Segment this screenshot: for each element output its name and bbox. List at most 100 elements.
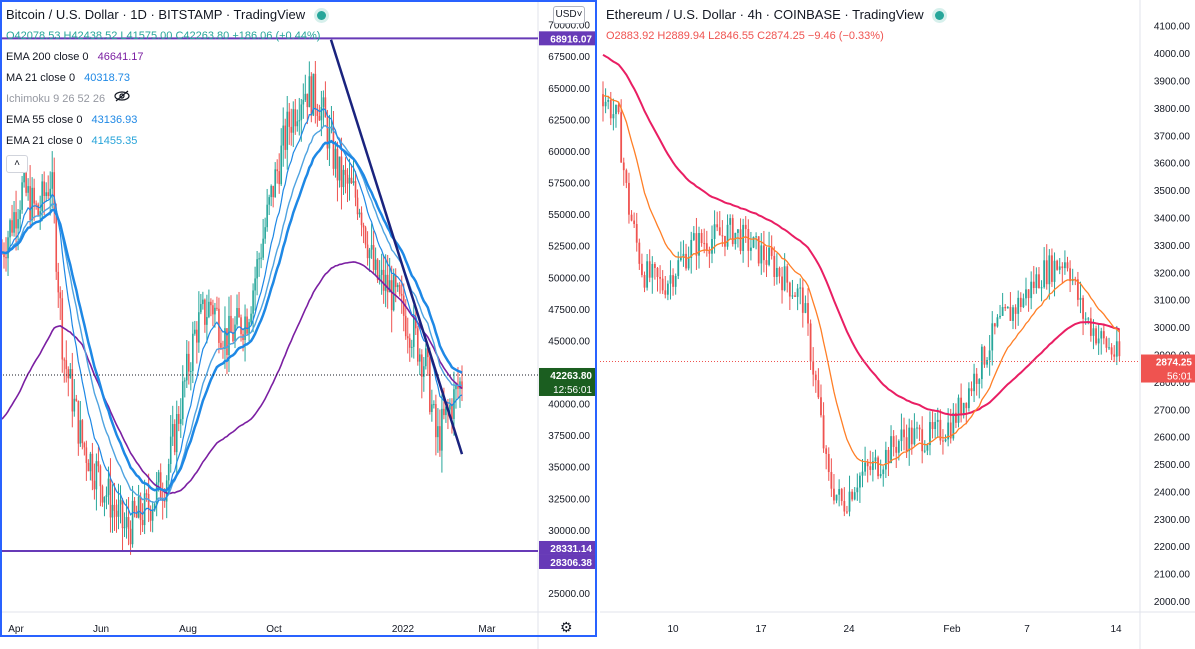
indicator-ema55[interactable]: EMA 55 close 0 43136.93 — [6, 111, 326, 132]
candle — [109, 458, 112, 533]
candle-body — [93, 480, 96, 490]
candle-body — [226, 328, 228, 356]
candle — [809, 319, 812, 370]
candle — [846, 505, 848, 514]
candle — [298, 97, 301, 136]
candle-body — [835, 494, 838, 501]
candle — [1105, 336, 1108, 353]
y-tick-label: 35000.00 — [548, 463, 590, 474]
candle-body — [435, 404, 437, 438]
candle-body — [67, 369, 70, 379]
candle-body — [169, 436, 172, 464]
candle — [1040, 280, 1043, 302]
candle-body — [181, 381, 184, 420]
candle — [711, 225, 713, 264]
candle — [260, 243, 262, 269]
y-tick-label: 67500.00 — [548, 52, 590, 63]
candle-body — [314, 73, 317, 110]
ma21-line — [1, 107, 463, 516]
candle — [679, 241, 682, 262]
y-tick-label: 62500.00 — [548, 115, 590, 126]
settings-gear-icon[interactable]: ⚙ — [560, 619, 573, 635]
candle — [903, 417, 905, 451]
candle-body — [380, 269, 383, 275]
candle-body — [718, 227, 721, 236]
candle — [1076, 271, 1079, 307]
ethereum-chart-svg: 4100.00 4000.00 3900.00 3800.00 3700.00 3600.… — [600, 0, 1195, 649]
candle-body — [988, 350, 991, 360]
candle-body — [147, 493, 150, 510]
candle-body — [633, 220, 636, 225]
candle-body — [224, 328, 226, 349]
candle — [264, 217, 266, 244]
candle-body — [1051, 255, 1053, 282]
candle-body — [451, 404, 453, 419]
ohlc-close: C42263.80 — [175, 30, 230, 42]
eye-hidden-icon[interactable] — [114, 90, 130, 105]
candle-body — [1076, 279, 1079, 300]
candle-body — [1045, 260, 1048, 285]
candle — [151, 501, 154, 533]
y-tick-label: 2200.00 — [1154, 542, 1191, 553]
candle-body — [1110, 347, 1113, 355]
candle — [105, 486, 108, 510]
indicator-ema21[interactable]: EMA 21 close 0 41455.35 — [6, 132, 326, 153]
candle — [931, 411, 934, 439]
candle — [1061, 262, 1064, 284]
candle — [171, 405, 174, 446]
candle-body — [262, 238, 264, 258]
candle — [866, 458, 869, 483]
candle — [278, 153, 280, 194]
candle — [173, 419, 176, 456]
candle-body — [1105, 338, 1108, 348]
indicator-value: 41455.35 — [91, 135, 138, 147]
candle — [417, 325, 419, 366]
candle-body — [290, 126, 293, 133]
candle-body — [602, 94, 604, 107]
indicator-ma21[interactable]: MA 21 close 0 40318.73 — [6, 69, 326, 90]
indicator-ichimoku[interactable]: Ichimoku 9 26 52 26 — [6, 90, 326, 111]
candle — [181, 365, 184, 426]
candle — [186, 340, 188, 389]
candle — [318, 104, 321, 122]
candle-body — [332, 126, 335, 169]
candle — [248, 318, 250, 342]
candle — [791, 279, 794, 300]
candle-body — [1084, 318, 1087, 320]
candle-body — [69, 369, 72, 379]
y-tick-label: 32500.00 — [548, 494, 590, 505]
candle — [133, 497, 136, 518]
candle-body — [212, 305, 214, 315]
candle-body — [791, 295, 794, 297]
ethereum-chart-pane[interactable]: 4100.00 4000.00 3900.00 3800.00 3700.00 3600.… — [600, 0, 1195, 649]
bitcoin-chart-pane[interactable]: 70000.00 67500.00 65000.00 62500.00 60000.00… — [0, 0, 598, 649]
candle-body — [620, 112, 623, 163]
indicator-label: EMA 200 close 0 — [6, 51, 89, 63]
candle — [1095, 325, 1097, 346]
candle — [49, 171, 52, 216]
candle — [238, 291, 240, 318]
indicator-ema200[interactable]: EMA 200 close 0 46641.17 — [6, 48, 326, 69]
candle — [625, 168, 628, 189]
candle-body — [794, 295, 796, 297]
candle-body — [731, 218, 734, 245]
candle — [934, 412, 937, 439]
ohlc-close: C2874.25 — [757, 30, 805, 42]
candle-body — [682, 253, 685, 257]
y-tick-label: 47500.00 — [548, 305, 590, 316]
candle — [421, 349, 423, 399]
candle-body — [19, 209, 21, 220]
candle-body — [364, 227, 367, 245]
currency-button[interactable]: USD˅ — [553, 6, 585, 24]
ohlc-low: L2846.55 — [708, 30, 755, 42]
candle-body — [352, 181, 355, 184]
candle-body — [200, 304, 202, 313]
candle-body — [796, 288, 799, 297]
collapse-legend-chevron-up-icon[interactable]: ˄ — [6, 155, 28, 173]
candle — [1100, 327, 1103, 355]
candle-body — [421, 354, 423, 377]
candle-body — [955, 412, 957, 423]
candle — [814, 370, 817, 393]
candle — [77, 400, 80, 456]
candle-body — [833, 488, 835, 501]
